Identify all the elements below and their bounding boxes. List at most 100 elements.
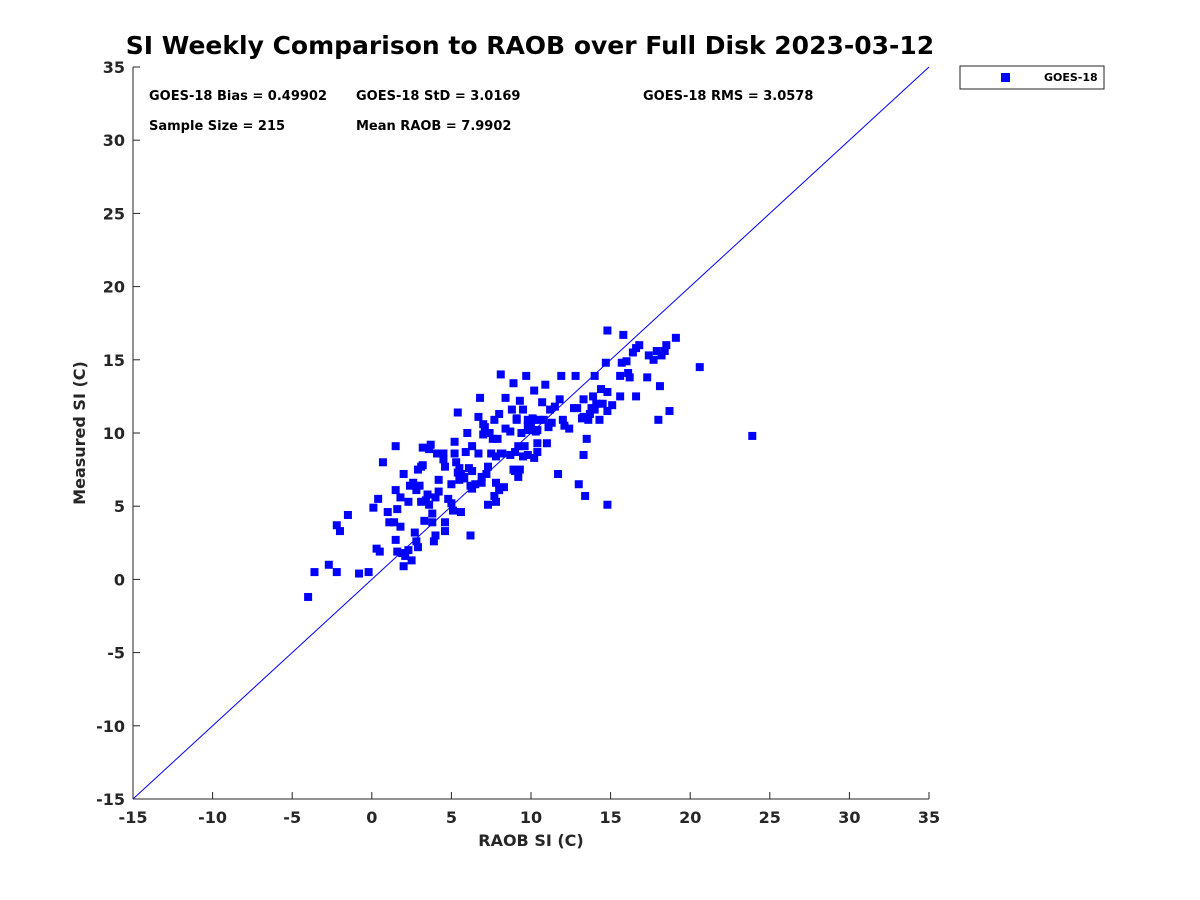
data-point: [332, 521, 341, 530]
y-tick-label: 25: [103, 204, 125, 223]
data-point: [452, 458, 461, 467]
y-tick-label: 35: [103, 58, 125, 77]
data-point: [495, 409, 504, 418]
data-point: [573, 404, 582, 413]
data-point: [447, 499, 456, 508]
data-point: [517, 429, 526, 437]
data-point: [450, 449, 459, 458]
data-point: [441, 462, 450, 471]
data-point: [519, 452, 528, 461]
data-point: [603, 500, 612, 509]
data-point: [378, 458, 387, 467]
data-point: [527, 420, 535, 429]
data-point: [660, 347, 669, 356]
data-point: [420, 516, 429, 525]
data-point: [304, 592, 313, 601]
stat-std: GOES-18 StD = 3.0169: [356, 89, 520, 104]
legend: GOES-18: [959, 65, 1105, 90]
x-tick-label: 10: [520, 808, 542, 827]
data-point: [592, 399, 601, 408]
data-point: [426, 440, 435, 449]
data-point: [448, 506, 457, 515]
data-point: [447, 480, 456, 489]
data-point: [603, 326, 612, 335]
data-point: [335, 527, 344, 536]
data-point: [565, 424, 574, 433]
data-point: [428, 509, 437, 518]
data-point: [622, 357, 631, 366]
legend-label-goes-18: GOES-18: [1044, 71, 1098, 84]
data-point: [456, 508, 465, 517]
data-point: [644, 351, 653, 360]
legend-marker-goes-18: [1001, 73, 1010, 82]
data-point: [434, 487, 443, 496]
data-point: [487, 449, 496, 458]
data-point: [655, 382, 664, 391]
data-point: [407, 556, 416, 565]
data-point: [515, 465, 524, 474]
data-point: [461, 448, 470, 457]
data-point: [511, 467, 520, 476]
data-point: [533, 439, 542, 448]
data-point: [396, 493, 405, 502]
data-point: [657, 351, 666, 360]
data-point: [477, 478, 486, 487]
data-point: [589, 392, 598, 401]
data-point: [463, 429, 472, 437]
data-point: [595, 415, 604, 424]
data-point: [480, 423, 489, 432]
data-point: [533, 448, 542, 457]
data-point: [490, 415, 499, 424]
data-point: [488, 434, 497, 443]
data-point: [530, 453, 539, 462]
data-point: [582, 434, 591, 443]
data-point: [431, 493, 440, 502]
data-point: [585, 409, 594, 418]
data-point: [391, 486, 400, 495]
data-point: [484, 462, 493, 471]
data-point: [579, 412, 588, 421]
data-point: [466, 531, 475, 540]
data-point: [455, 475, 464, 484]
data-point: [474, 449, 483, 458]
chart-title: SI Weekly Comparison to RAOB over Full D…: [126, 31, 934, 60]
data-point: [649, 355, 658, 364]
data-point: [530, 415, 539, 424]
data-point: [425, 500, 434, 509]
data-point: [428, 518, 437, 527]
data-point: [491, 478, 500, 487]
data-point: [401, 551, 410, 560]
y-tick-label: 20: [103, 278, 125, 297]
data-point: [671, 333, 680, 342]
data-point: [601, 358, 610, 367]
data-point: [369, 503, 378, 512]
data-point: [501, 424, 510, 433]
data-point: [643, 373, 652, 382]
data-point: [385, 518, 394, 527]
data-point: [495, 486, 504, 495]
data-point: [453, 408, 462, 417]
data-point: [399, 469, 408, 478]
data-point: [439, 455, 448, 464]
data-point: [616, 392, 625, 401]
data-point: [590, 371, 599, 380]
data-point: [695, 363, 704, 372]
y-tick-label: -5: [107, 644, 125, 663]
data-point: [632, 392, 641, 401]
y-tick-label: 15: [103, 351, 125, 370]
data-point: [332, 568, 341, 577]
data-point: [433, 449, 442, 458]
data-point: [530, 386, 539, 395]
data-point: [418, 461, 427, 470]
data-point: [496, 370, 505, 379]
stat-rms: GOES-18 RMS = 3.0578: [643, 89, 813, 104]
data-point: [310, 568, 319, 577]
data-point: [409, 478, 418, 487]
data-point: [471, 480, 480, 489]
data-point: [390, 518, 399, 527]
data-point: [391, 535, 400, 544]
data-point: [748, 431, 757, 440]
x-tick-label: 35: [918, 808, 940, 827]
data-point: [579, 395, 588, 404]
data-point: [619, 330, 628, 339]
